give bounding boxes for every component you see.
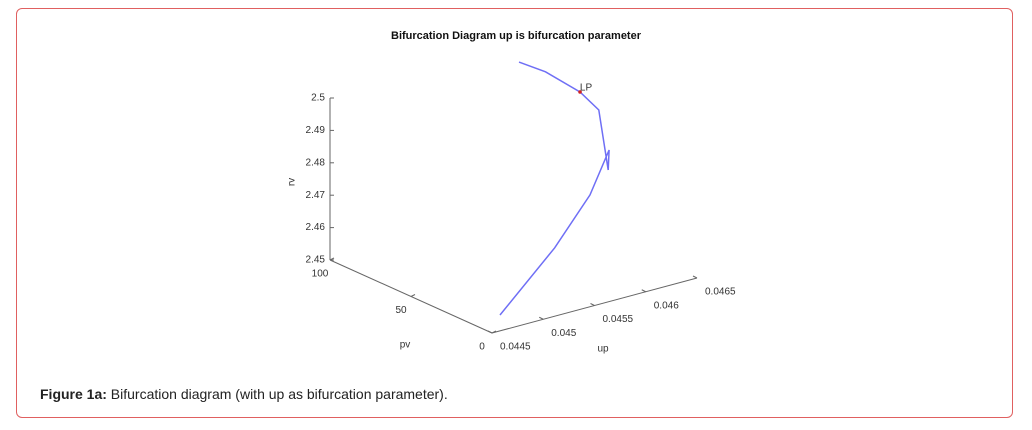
x-tick-label: 0.0445 xyxy=(500,342,531,353)
chart-title: Bifurcation Diagram up is bifurcation pa… xyxy=(391,30,642,42)
caption: Figure 1a: Bifurcation diagram (with up … xyxy=(40,386,448,402)
caption-text: Bifurcation diagram (with up as bifurcat… xyxy=(110,386,448,402)
y-tick xyxy=(329,257,335,261)
lp-label: LP xyxy=(580,83,593,94)
x-tick-label: 0.0455 xyxy=(603,314,634,325)
y-tick xyxy=(410,294,416,297)
x-tick xyxy=(692,275,698,279)
x-tick xyxy=(487,330,493,334)
z-axis-label: rv xyxy=(287,178,298,186)
x-tick-label: 0.045 xyxy=(551,328,576,339)
lp-point xyxy=(578,90,582,94)
caption-label: Figure 1a: xyxy=(40,386,107,402)
z-tick-label: 2.46 xyxy=(306,222,326,233)
y-tick xyxy=(491,330,497,334)
z-tick-label: 2.45 xyxy=(306,255,326,266)
x-axis-label: up xyxy=(597,344,609,355)
x-tick-label: 0.046 xyxy=(654,300,679,311)
x-tick xyxy=(590,303,595,306)
x-tick xyxy=(539,316,544,320)
y-tick-label: 0 xyxy=(479,342,485,353)
figure-frame xyxy=(16,8,1013,418)
curve xyxy=(499,61,610,316)
z-tick-label: 2.47 xyxy=(306,190,326,201)
x-tick-label: 0.0465 xyxy=(705,287,736,298)
y-axis-label: pv xyxy=(400,340,411,351)
z-tick-label: 2.5 xyxy=(311,93,325,104)
y-tick-label: 50 xyxy=(395,305,407,316)
z-tick-label: 2.48 xyxy=(306,157,326,168)
z-tick-label: 2.49 xyxy=(306,125,326,136)
y-tick-label: 100 xyxy=(312,269,329,280)
x-tick xyxy=(641,289,646,293)
